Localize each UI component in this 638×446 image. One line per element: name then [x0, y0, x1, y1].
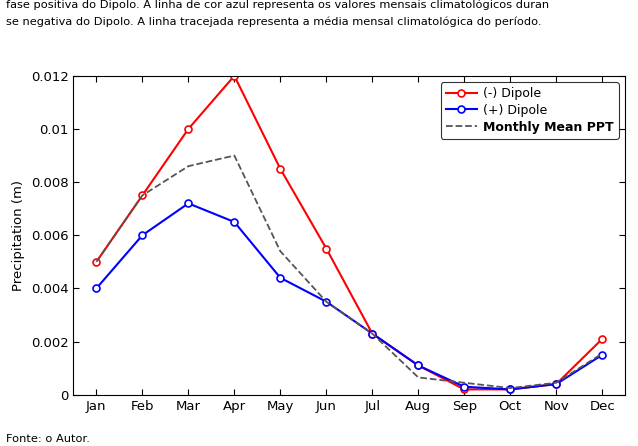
- Monthly Mean PPT: [138, 193, 146, 198]
- (+) Dipole: [276, 275, 284, 281]
- (+) Dipole: [184, 201, 192, 206]
- Line: (-) Dipole: (-) Dipole: [93, 72, 605, 393]
- (+) Dipole: [230, 219, 238, 225]
- Monthly Mean PPT: [461, 380, 468, 385]
- (-) Dipole: [461, 387, 468, 392]
- (-) Dipole: [369, 331, 376, 336]
- (+) Dipole: [507, 387, 514, 392]
- Monthly Mean PPT: [369, 331, 376, 336]
- (+) Dipole: [369, 331, 376, 336]
- Y-axis label: Precipitation (m): Precipitation (m): [12, 180, 25, 291]
- Monthly Mean PPT: [415, 375, 422, 380]
- Line: (+) Dipole: (+) Dipole: [93, 200, 605, 393]
- (+) Dipole: [553, 381, 560, 387]
- (-) Dipole: [598, 336, 606, 342]
- Monthly Mean PPT: [598, 351, 606, 356]
- (+) Dipole: [93, 286, 100, 291]
- (-) Dipole: [322, 246, 330, 251]
- (-) Dipole: [138, 193, 146, 198]
- Monthly Mean PPT: [322, 299, 330, 304]
- (-) Dipole: [553, 381, 560, 387]
- Legend: (-) Dipole, (+) Dipole, Monthly Mean PPT: (-) Dipole, (+) Dipole, Monthly Mean PPT: [441, 82, 619, 139]
- Text: se negativa do Dipolo. A linha tracejada representa a média mensal climatológica: se negativa do Dipolo. A linha tracejada…: [6, 17, 542, 28]
- (-) Dipole: [230, 73, 238, 78]
- (+) Dipole: [138, 233, 146, 238]
- Monthly Mean PPT: [93, 259, 100, 264]
- (+) Dipole: [461, 384, 468, 389]
- Monthly Mean PPT: [184, 164, 192, 169]
- Text: fase positiva do Dipolo. A linha de cor azul representa os valores mensais clima: fase positiva do Dipolo. A linha de cor …: [6, 0, 549, 11]
- (-) Dipole: [415, 363, 422, 368]
- Text: Fonte: o Autor.: Fonte: o Autor.: [6, 434, 90, 444]
- Monthly Mean PPT: [553, 380, 560, 385]
- (-) Dipole: [93, 259, 100, 264]
- Line: Monthly Mean PPT: Monthly Mean PPT: [96, 156, 602, 388]
- (+) Dipole: [415, 363, 422, 368]
- (-) Dipole: [276, 166, 284, 172]
- Monthly Mean PPT: [230, 153, 238, 158]
- (+) Dipole: [598, 352, 606, 358]
- Monthly Mean PPT: [507, 385, 514, 391]
- Monthly Mean PPT: [276, 248, 284, 254]
- (-) Dipole: [507, 387, 514, 392]
- (+) Dipole: [322, 299, 330, 304]
- (-) Dipole: [184, 126, 192, 132]
